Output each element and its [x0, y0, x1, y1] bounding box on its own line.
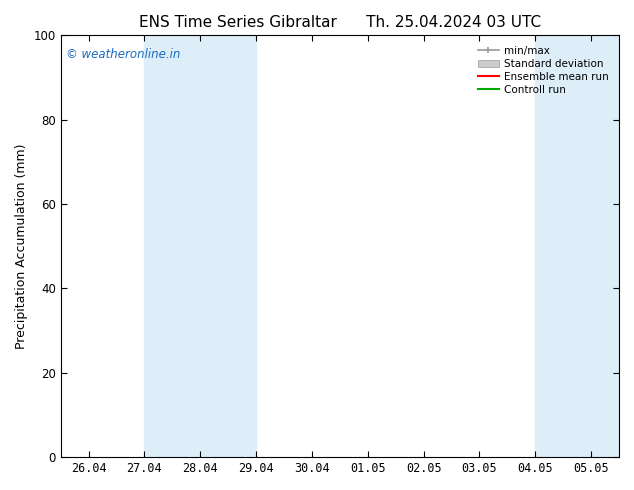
Y-axis label: Precipitation Accumulation (mm): Precipitation Accumulation (mm): [15, 144, 28, 349]
Text: © weatheronline.in: © weatheronline.in: [66, 48, 181, 61]
Bar: [145, 35, 256, 457]
Title: ENS Time Series Gibraltar      Th. 25.04.2024 03 UTC: ENS Time Series Gibraltar Th. 25.04.2024…: [139, 15, 541, 30]
Legend: min/max, Standard deviation, Ensemble mean run, Controll run: min/max, Standard deviation, Ensemble me…: [472, 41, 614, 100]
Bar: [535, 35, 619, 457]
